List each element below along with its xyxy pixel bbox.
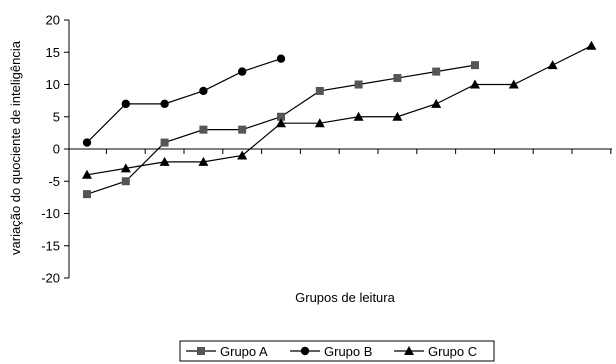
data-point [199, 125, 208, 134]
data-point [314, 118, 325, 128]
series-line [86, 58, 282, 143]
data-point [354, 80, 363, 89]
y-ticks: 20 15 10 5 0 -5 -10 -15 -20 [41, 13, 69, 286]
legend-label: Grupo B [324, 344, 372, 359]
legend-marker [197, 347, 205, 355]
data-point [508, 79, 519, 89]
legend-marker [300, 346, 310, 356]
data-point [432, 67, 441, 76]
data-point [83, 190, 91, 199]
legend: Grupo A Grupo B Grupo C [179, 340, 495, 362]
data-point [160, 138, 169, 147]
legend-marker [404, 346, 414, 355]
data-point [315, 86, 324, 95]
data-point [198, 156, 209, 166]
data-point [120, 163, 131, 173]
y-tick-label: 0 [53, 142, 60, 157]
data-point [160, 99, 169, 109]
data-point [276, 54, 286, 63]
y-tick-label: -15 [41, 238, 60, 253]
data-point [199, 86, 208, 96]
y-tick-label: 20 [46, 13, 60, 28]
data-point [471, 61, 479, 70]
series-line [86, 64, 476, 195]
series-grupo-c [82, 40, 597, 179]
x-axis-label: Grupos de leitura [295, 290, 395, 305]
data-point [547, 60, 558, 70]
data-point [82, 169, 92, 179]
data-point [353, 111, 364, 121]
data-point [431, 98, 442, 108]
data-point [238, 125, 247, 134]
series-line [86, 45, 592, 176]
data-point [237, 150, 248, 160]
y-tick-label: 5 [53, 109, 60, 124]
data-point [393, 74, 402, 83]
data-point [470, 79, 480, 89]
data-point [238, 67, 247, 76]
data-point [121, 99, 130, 109]
series-grupo-b [82, 54, 286, 147]
y-tick-label: -5 [48, 174, 60, 189]
data-point [276, 118, 286, 128]
y-axis-label: variação do quociente de inteligência [8, 40, 23, 255]
data-point [121, 177, 130, 186]
data-point [159, 156, 170, 166]
legend-label: Grupo C [428, 344, 477, 359]
data-point [277, 112, 285, 121]
legend-label: Grupo A [220, 344, 268, 359]
series-layer [82, 40, 597, 199]
y-tick-label: -20 [41, 271, 60, 286]
y-tick-label: -10 [41, 206, 60, 221]
y-tick-label: 15 [46, 45, 60, 60]
data-point [586, 40, 597, 50]
x-ticks [105, 149, 612, 154]
data-point [82, 138, 92, 147]
series-grupo-a [83, 61, 479, 199]
y-tick-label: 10 [46, 77, 60, 92]
legend-box [179, 340, 495, 362]
data-point [392, 111, 403, 121]
